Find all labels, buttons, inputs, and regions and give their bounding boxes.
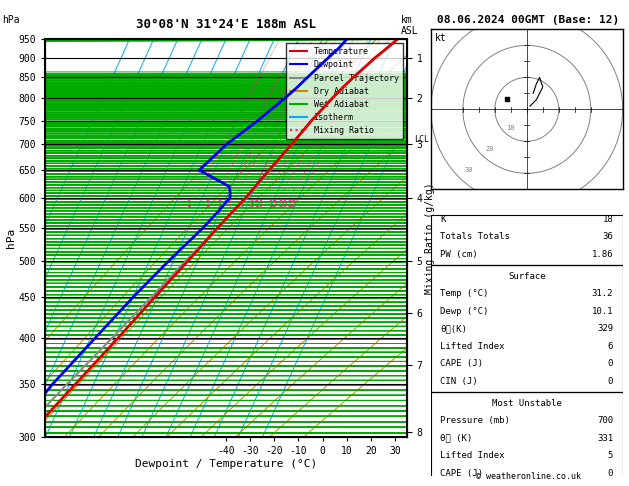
Text: 2: 2 (206, 201, 211, 209)
Text: 1: 1 (186, 201, 191, 209)
Text: 15: 15 (269, 201, 278, 209)
Text: θᴄ(K): θᴄ(K) (440, 324, 467, 333)
Text: 31.2: 31.2 (592, 289, 613, 298)
Text: K: K (440, 215, 446, 224)
Text: Lifted Index: Lifted Index (440, 451, 505, 460)
Bar (431, 392, 623, 486)
Text: Most Unstable: Most Unstable (492, 399, 562, 408)
Text: km
ASL: km ASL (401, 15, 419, 36)
Text: 10.1: 10.1 (592, 307, 613, 316)
Text: Totals Totals: Totals Totals (440, 232, 510, 241)
Text: 20: 20 (279, 201, 288, 209)
Text: LCL: LCL (414, 135, 429, 144)
Text: Surface: Surface (508, 272, 545, 280)
Y-axis label: hPa: hPa (6, 228, 16, 248)
Text: CAPE (J): CAPE (J) (440, 359, 484, 368)
Y-axis label: Mixing Ratio (g/kg): Mixing Ratio (g/kg) (425, 182, 435, 294)
Text: 08.06.2024 00GMT (Base: 12): 08.06.2024 00GMT (Base: 12) (437, 15, 620, 25)
Text: Lifted Index: Lifted Index (440, 342, 505, 351)
Text: hPa: hPa (2, 15, 19, 25)
Text: PW (cm): PW (cm) (440, 250, 478, 259)
Text: 6: 6 (240, 201, 244, 209)
Text: 1.86: 1.86 (592, 250, 613, 259)
Text: Temp (°C): Temp (°C) (440, 289, 489, 298)
Text: Dewp (°C): Dewp (°C) (440, 307, 489, 316)
Text: 18: 18 (603, 215, 613, 224)
Text: 8: 8 (249, 201, 253, 209)
Legend: Temperature, Dewpoint, Parcel Trajectory, Dry Adiabat, Wet Adiabat, Isotherm, Mi: Temperature, Dewpoint, Parcel Trajectory… (286, 43, 403, 139)
Text: 331: 331 (597, 434, 613, 443)
Text: 0: 0 (608, 377, 613, 386)
Text: kt: kt (435, 33, 447, 43)
X-axis label: Dewpoint / Temperature (°C): Dewpoint / Temperature (°C) (135, 459, 317, 469)
Text: 0: 0 (608, 359, 613, 368)
Text: CIN (J): CIN (J) (440, 377, 478, 386)
Text: 3: 3 (218, 201, 223, 209)
Text: 30: 30 (464, 167, 473, 173)
Text: 10: 10 (506, 125, 515, 131)
Text: θᴄ (K): θᴄ (K) (440, 434, 473, 443)
Text: © weatheronline.co.uk: © weatheronline.co.uk (476, 472, 581, 481)
Text: 36: 36 (603, 232, 613, 241)
Text: 329: 329 (597, 324, 613, 333)
Text: CAPE (J): CAPE (J) (440, 469, 484, 478)
Text: 25: 25 (287, 201, 296, 209)
Bar (431, 215, 623, 264)
Bar (431, 264, 623, 392)
Text: 6: 6 (608, 342, 613, 351)
Text: 4: 4 (226, 201, 231, 209)
Text: 0: 0 (608, 469, 613, 478)
Text: 5: 5 (608, 451, 613, 460)
Text: 20: 20 (485, 146, 494, 152)
Text: Pressure (mb): Pressure (mb) (440, 417, 510, 425)
Text: 700: 700 (597, 417, 613, 425)
Text: 10: 10 (254, 201, 264, 209)
Text: 30°08'N 31°24'E 188m ASL: 30°08'N 31°24'E 188m ASL (136, 18, 316, 31)
